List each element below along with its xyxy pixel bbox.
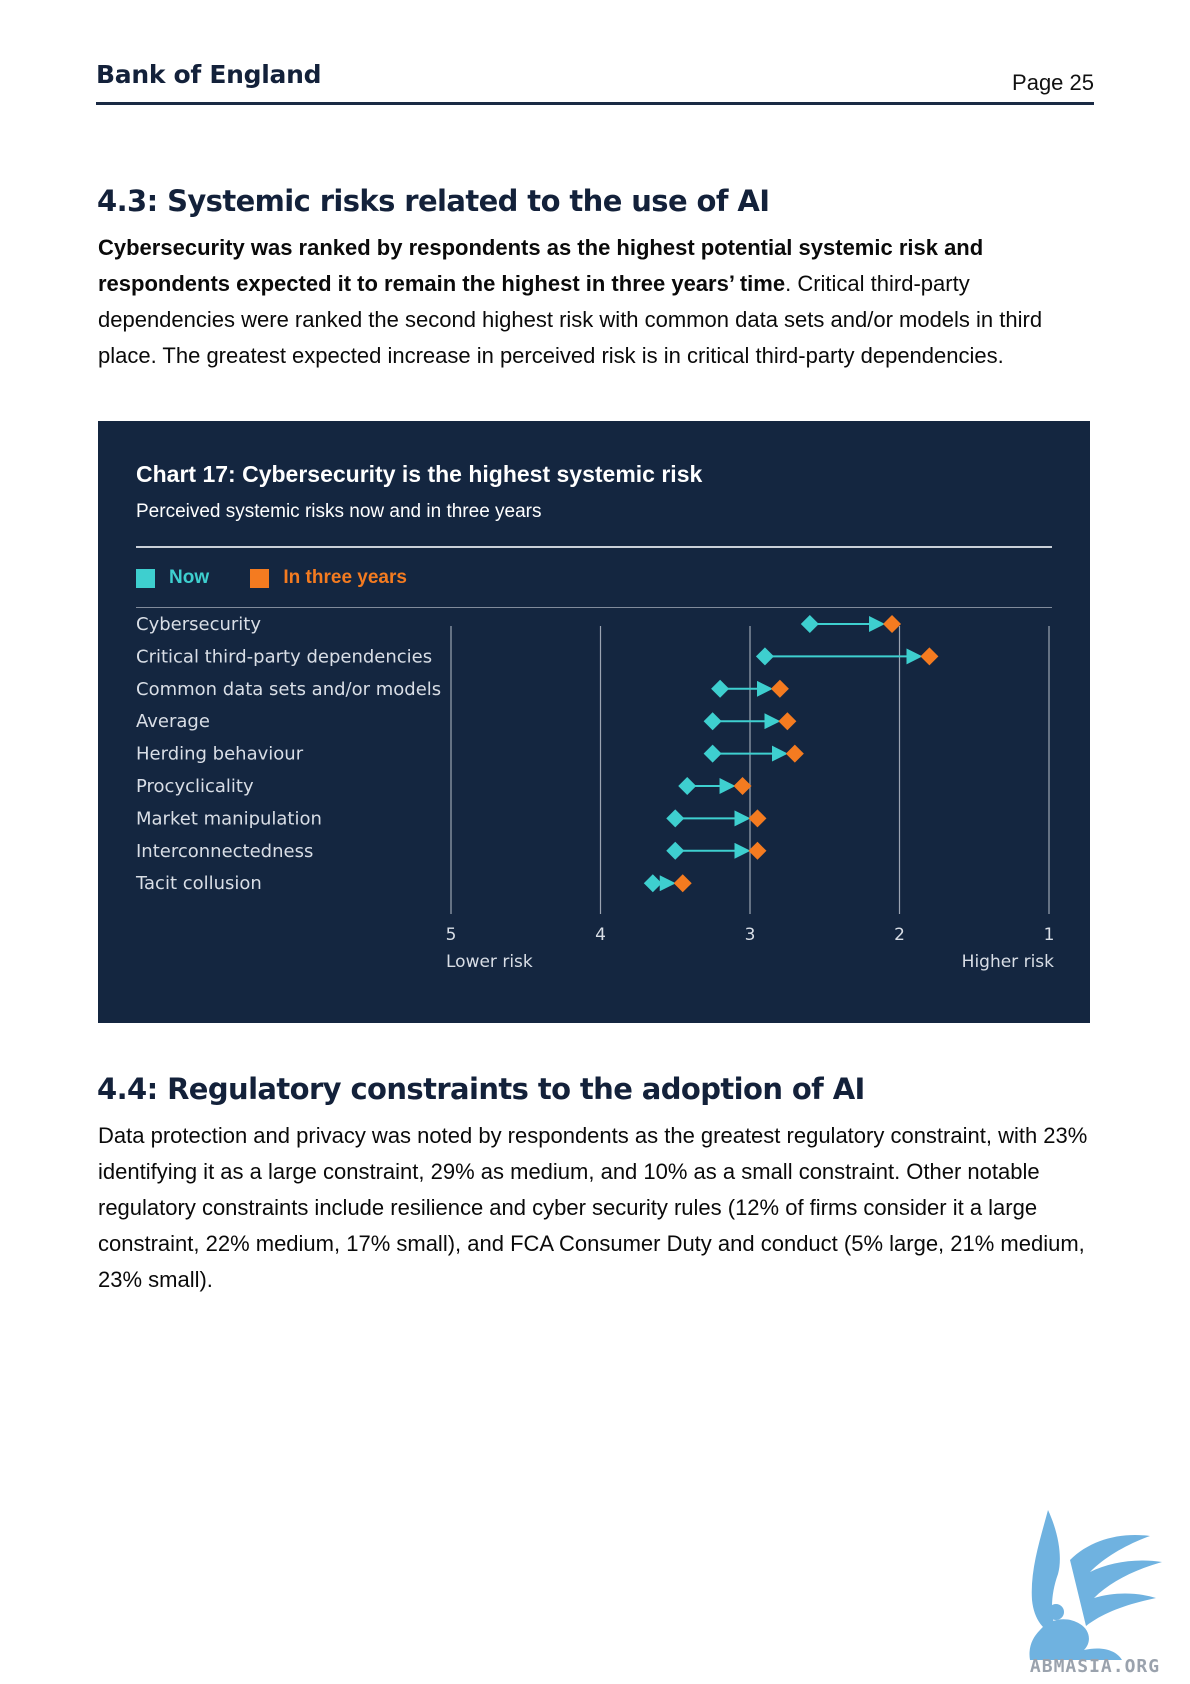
section-4-4-paragraph: Data protection and privacy was noted by… — [98, 1123, 1088, 1292]
brand-name: Bank of England — [96, 60, 322, 89]
x-axis-right-label: Higher risk — [962, 952, 1054, 972]
future-point-critical-third-party-dependencies — [920, 647, 939, 666]
future-point-tacit-collusion — [673, 874, 692, 893]
chart-title: Chart 17: Cybersecurity is the highest s… — [136, 461, 703, 487]
future-point-herding-behaviour — [785, 744, 804, 763]
future-point-interconnectedness — [748, 841, 767, 860]
abmasia-griffin-logo: ABMASIA.ORG — [1029, 1510, 1162, 1676]
category-label-procyclicality: Procyclicality — [136, 776, 254, 797]
legend-item-now: Now — [136, 567, 209, 589]
chart-subtitle: Perceived systemic risks now and in thre… — [136, 501, 542, 522]
now-point-average — [703, 712, 722, 731]
category-label-average: Average — [136, 711, 210, 732]
now-point-cybersecurity — [800, 615, 819, 633]
page-header: Bank of England Page 25 — [96, 58, 1094, 105]
category-label-tacit-collusion: Tacit collusion — [135, 873, 262, 894]
category-label-interconnectedness: Interconnectedness — [136, 841, 313, 862]
legend-label-in-three-years: In three years — [283, 567, 407, 588]
x-tick-label-2: 2 — [894, 925, 905, 945]
legend-label-now: Now — [169, 567, 210, 588]
x-tick-label-4: 4 — [595, 925, 606, 945]
chart-17-panel: Chart 17: Cybersecurity is the highest s… — [98, 421, 1090, 1023]
section-4-3-paragraph: Cybersecurity was ranked by respondents … — [98, 230, 1098, 374]
now-point-herding-behaviour — [703, 744, 722, 763]
x-tick-label-1: 1 — [1044, 925, 1055, 945]
future-point-procyclicality — [733, 777, 752, 795]
category-label-common-data-sets-and-or-models: Common data sets and/or models — [136, 679, 441, 700]
chart-plot: 5 4 3 2 1 Lower risk Higher risk Cybersecurity C… — [135, 614, 1055, 972]
future-point-market-manipulation — [748, 809, 767, 828]
chart-title-divider — [136, 546, 1052, 548]
now-point-common-data-sets-and-or-models — [711, 679, 730, 698]
category-label-critical-third-party-dependencies: Critical third-party dependencies — [136, 646, 432, 667]
page-number: Page 25 — [1012, 70, 1094, 95]
section-heading-4-4: 4.4: Regulatory constraints to the adopt… — [97, 1072, 865, 1106]
future-point-common-data-sets-and-or-models — [770, 679, 789, 698]
section-heading-4-3: 4.3: Systemic risks related to the use o… — [97, 184, 770, 218]
section-4-3-bold-lead: Cybersecurity was ranked by respondents … — [98, 235, 984, 296]
legend-swatch-in-three-years — [250, 568, 270, 588]
category-label-herding-behaviour: Herding behaviour — [136, 744, 304, 765]
now-point-procyclicality — [678, 777, 697, 795]
legend-swatch-now — [136, 568, 155, 588]
section-4-3-rest: . Critical third-party dependencies were… — [98, 271, 1043, 368]
now-point-critical-third-party-dependencies — [755, 647, 774, 666]
legend-divider — [136, 607, 1052, 608]
now-point-interconnectedness — [666, 841, 685, 860]
x-axis-left-label: Lower risk — [446, 952, 533, 972]
x-tick-label-5: 5 — [446, 925, 457, 945]
legend-item-in-three-years: In three years — [250, 567, 407, 589]
category-label-market-manipulation: Market manipulation — [136, 808, 322, 829]
future-point-cybersecurity — [883, 615, 902, 633]
watermark-text: ABMASIA.ORG — [1030, 1656, 1160, 1676]
now-point-market-manipulation — [666, 809, 685, 828]
future-point-average — [778, 712, 797, 731]
now-point-tacit-collusion — [643, 874, 662, 893]
chart-legend: Now In three years — [136, 567, 443, 595]
x-tick-label-3: 3 — [745, 925, 756, 945]
category-label-cybersecurity: Cybersecurity — [136, 614, 261, 635]
